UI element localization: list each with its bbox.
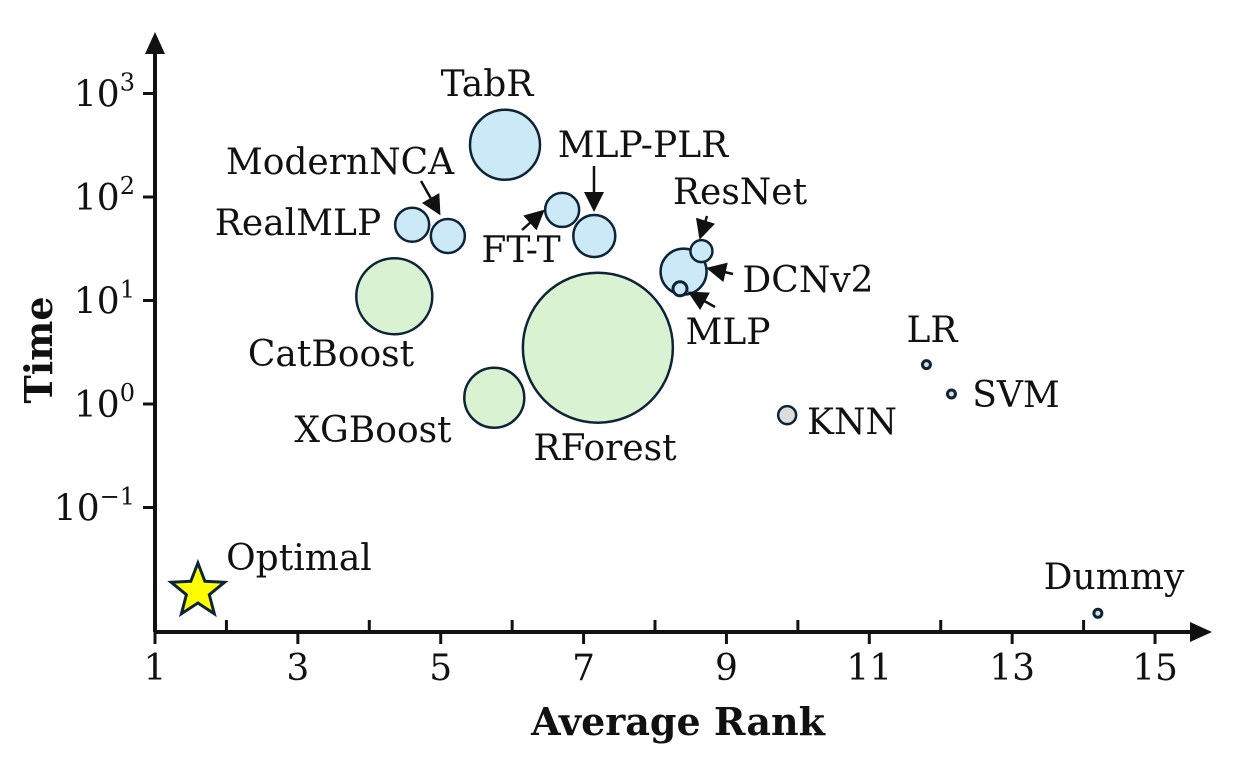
data-points	[167, 108, 1104, 619]
y-tick-label: 100	[74, 379, 135, 426]
bubble-dummy	[1092, 607, 1104, 619]
annotation-arrow	[521, 209, 545, 231]
x-tick-label: 3	[286, 648, 309, 689]
label-mlp: MLP	[686, 312, 771, 353]
y-tick-label: 10−1	[54, 483, 135, 530]
point-labels: TabR ModernNCA RealMLP FT-T MLP-PLR ResNet DCN…	[215, 64, 1185, 598]
bubble-tabr	[468, 108, 542, 181]
bubble-rforest	[521, 271, 675, 424]
x-tick-label: 13	[989, 648, 1035, 689]
label-mlp-plr: MLP-PLR	[558, 125, 729, 166]
label-dcnv2: DCNv2	[742, 260, 873, 301]
label-xgboost: XGBoost	[294, 410, 452, 451]
label-lr: LR	[906, 310, 958, 351]
label-optimal: Optimal	[226, 538, 372, 579]
x-tick-label: 5	[429, 648, 452, 689]
bubble-realmlp	[393, 206, 431, 243]
y-axis-arrow	[145, 32, 165, 54]
label-catboost: CatBoost	[248, 334, 415, 375]
bubble-mlp	[671, 280, 689, 298]
annotation-arrow	[706, 262, 734, 283]
bubble-xgboost	[463, 366, 526, 429]
label-rforest: RForest	[533, 428, 677, 469]
bubble-lr	[920, 359, 932, 371]
label-tabr: TabR	[441, 64, 535, 105]
label-resnet: ResNet	[673, 172, 808, 213]
label-ft-t: FT-T	[481, 230, 560, 271]
optimal-star-icon	[167, 558, 229, 618]
annotation-arrow	[687, 291, 716, 311]
bubble-knn	[776, 404, 798, 426]
y-axis-title: Time	[16, 296, 61, 403]
y-tick-label: 101	[74, 276, 135, 323]
bubble-catboost	[355, 256, 434, 336]
bubble-svm	[945, 388, 957, 400]
bubble-mlp-plr	[572, 213, 617, 259]
label-dummy: Dummy	[1044, 557, 1185, 598]
bubble-modernnca	[429, 217, 467, 255]
y-tick-label: 102	[74, 172, 135, 219]
label-knn: KNN	[807, 402, 897, 443]
x-axis-title: Average Rank	[530, 699, 826, 744]
x-axis-arrow	[1190, 622, 1212, 642]
y-tick-label: 103	[74, 69, 135, 116]
x-tick-label: 11	[846, 648, 892, 689]
x-tick-label: 9	[715, 648, 738, 689]
bubble-resnet	[689, 238, 714, 264]
x-tick-label: 1	[144, 648, 167, 689]
label-modernnca: ModernNCA	[226, 142, 455, 183]
label-svm: SVM	[972, 375, 1060, 416]
bubble-ft-t	[543, 191, 581, 229]
label-realmlp: RealMLP	[215, 203, 381, 244]
x-tick-label: 7	[572, 648, 595, 689]
annotation-arrow	[695, 215, 716, 240]
x-tick-label: 15	[1132, 648, 1178, 689]
annotation-arrow	[419, 180, 441, 216]
